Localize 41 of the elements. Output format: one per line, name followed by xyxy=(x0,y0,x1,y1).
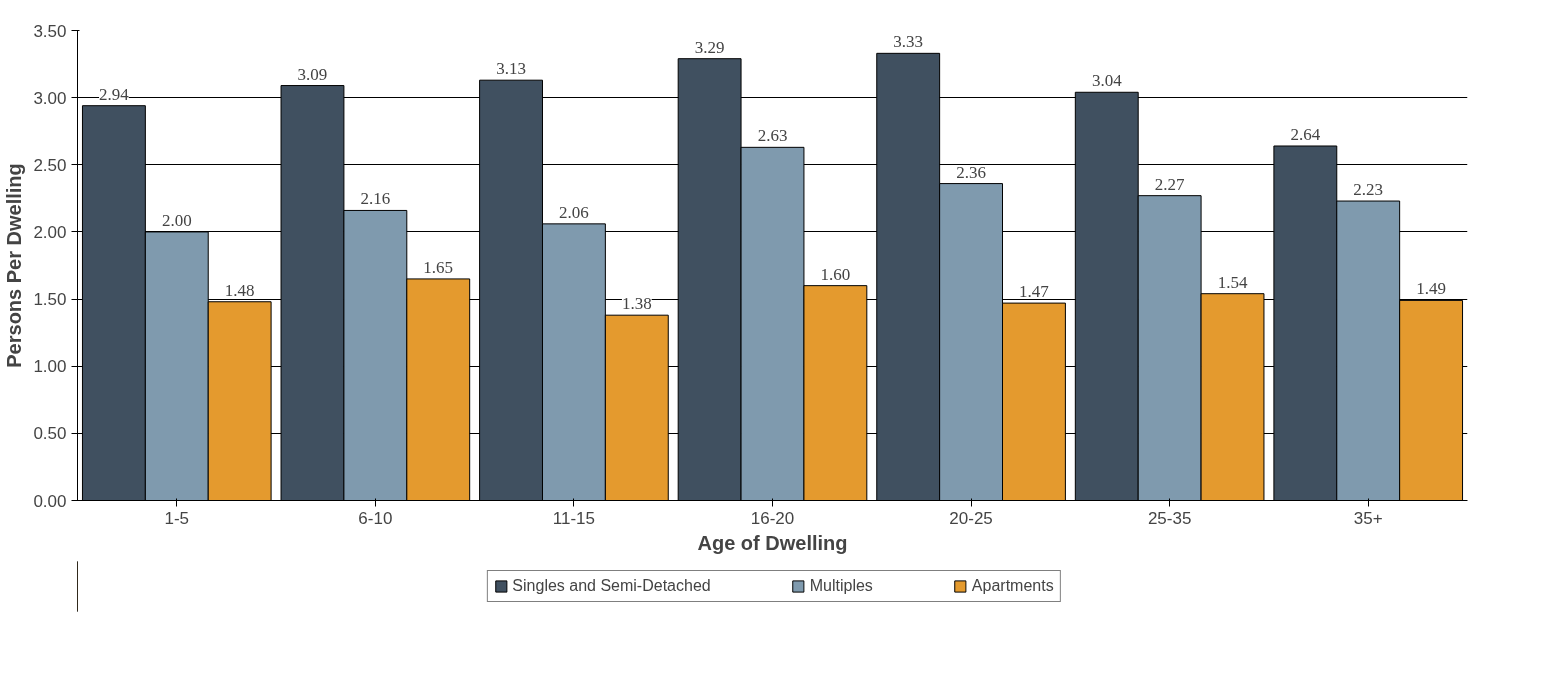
y-tick-label: 1.00 xyxy=(33,357,67,377)
data-label: 3.09 xyxy=(297,64,328,84)
x-axis-title: Age of Dwelling xyxy=(697,531,848,554)
data-label: 2.64 xyxy=(1290,124,1321,144)
data-label: 1.49 xyxy=(1416,279,1446,299)
data-label: 2.63 xyxy=(757,126,788,146)
data-label: 2.94 xyxy=(99,84,130,104)
data-label: 3.29 xyxy=(694,37,725,57)
legend-label: Singles and Semi-Detached xyxy=(512,577,711,595)
data-label: 1.47 xyxy=(1019,282,1050,302)
data-label: 1.60 xyxy=(820,264,851,284)
data-label: 1.54 xyxy=(1217,272,1248,292)
data-label: 3.33 xyxy=(893,32,924,52)
legend-label: Multiples xyxy=(809,577,873,595)
y-tick-label: 2.50 xyxy=(33,155,67,175)
y-tick-label: 0.50 xyxy=(33,424,67,444)
x-tick-label: 16-20 xyxy=(750,508,795,528)
data-label: 2.16 xyxy=(360,189,391,209)
data-label: 2.27 xyxy=(1154,174,1186,194)
legend-label: Apartments xyxy=(971,577,1054,595)
y-tick-label: 1.50 xyxy=(33,290,67,310)
data-label: 1.65 xyxy=(423,257,454,277)
x-tick-label: 20-25 xyxy=(949,508,993,528)
x-tick-label: 6-10 xyxy=(358,508,393,528)
data-label: 1.38 xyxy=(621,294,652,314)
data-label: 3.13 xyxy=(496,59,526,79)
x-tick-label: 11-15 xyxy=(552,508,596,528)
y-tick-label: 0.00 xyxy=(33,491,67,511)
y-axis-title: Persons Per Dwelling xyxy=(3,163,26,368)
data-label: 2.23 xyxy=(1353,180,1384,200)
y-tick-label: 2.00 xyxy=(33,222,67,242)
x-tick-label: 25-35 xyxy=(1147,508,1192,528)
data-label: 1.48 xyxy=(224,280,255,300)
data-label: 2.36 xyxy=(956,162,986,182)
data-label: 2.00 xyxy=(161,210,192,230)
x-tick-label: 35+ xyxy=(1353,508,1383,528)
x-tick-label: 1-5 xyxy=(164,508,190,528)
y-tick-label: 3.00 xyxy=(33,88,67,108)
data-label: 2.06 xyxy=(559,202,589,222)
data-label: 3.04 xyxy=(1091,71,1123,91)
y-tick-label: 3.50 xyxy=(33,21,67,41)
